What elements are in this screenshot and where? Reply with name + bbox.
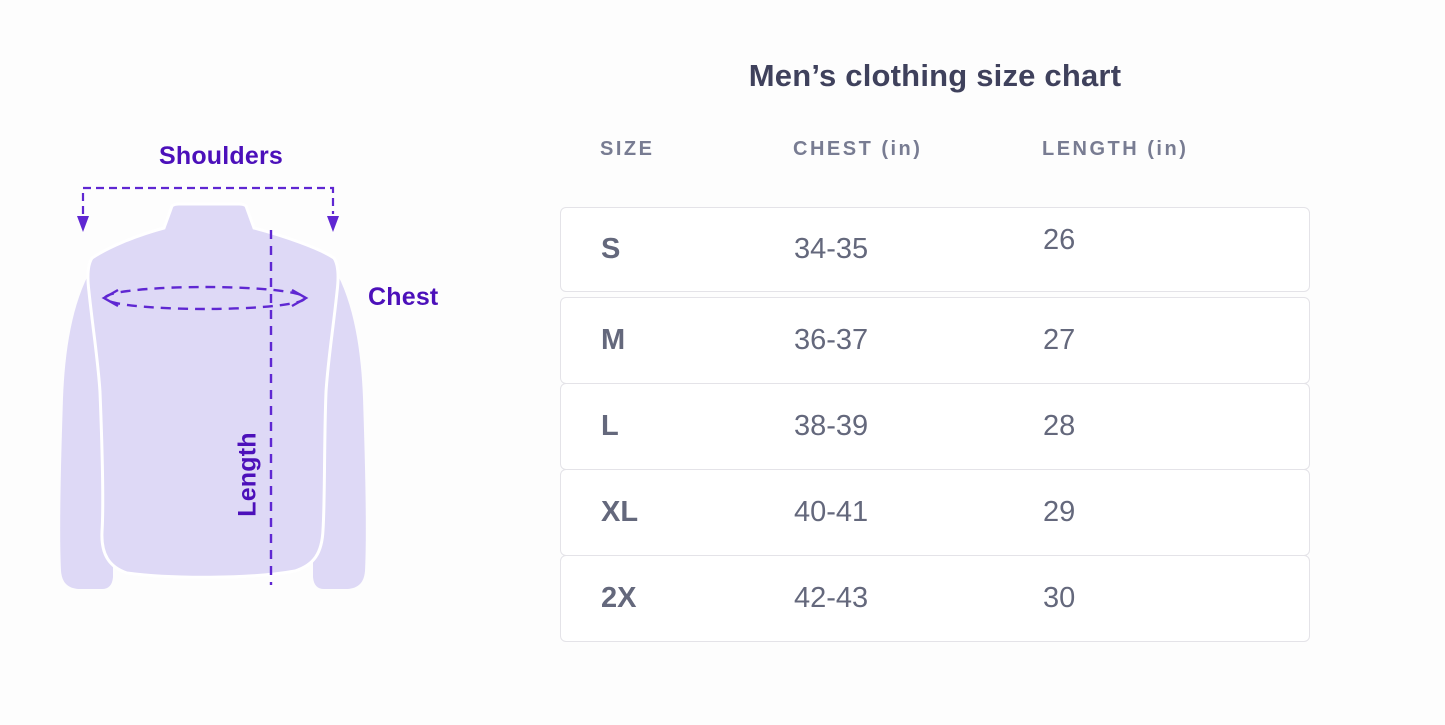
length-cell: 28 bbox=[1043, 410, 1076, 442]
column-header-length: LENGTH (in) bbox=[1042, 138, 1189, 160]
size-cell: L bbox=[601, 410, 619, 442]
column-header-chest: CHEST (in) bbox=[793, 138, 923, 160]
chest-cell: 34-35 bbox=[794, 233, 869, 265]
chest-label: Chest bbox=[368, 283, 439, 311]
chest-right-arrow-icon bbox=[291, 288, 309, 308]
chest-left-arrow-icon bbox=[101, 288, 119, 308]
length-cell: 30 bbox=[1043, 582, 1076, 614]
size-cell: XL bbox=[601, 496, 639, 528]
chest-cell: 38-39 bbox=[794, 410, 869, 442]
table-row: L 38-39 28 bbox=[560, 383, 1310, 470]
length-label: Length bbox=[233, 432, 262, 517]
size-cell: 2X bbox=[601, 582, 637, 614]
table-header: SIZE CHEST (in) LENGTH (in) bbox=[560, 138, 1310, 161]
table-row: M 36-37 27 bbox=[560, 297, 1310, 384]
table-row: 2X 42-43 30 bbox=[560, 555, 1310, 642]
page-title: Men’s clothing size chart bbox=[748, 58, 1122, 93]
shoulders-right-arrow-icon bbox=[327, 216, 339, 232]
shirt-body bbox=[86, 202, 340, 579]
chest-cell: 36-37 bbox=[794, 324, 869, 356]
table-row: XL 40-41 29 bbox=[560, 469, 1310, 556]
length-cell: 26 bbox=[1043, 224, 1076, 256]
chest-cell: 42-43 bbox=[794, 582, 869, 614]
size-table-body: S 34-35 26 M 36-37 27 L 38-39 28 XL 40-4… bbox=[560, 207, 1310, 642]
size-table-panel: Men’s clothing size chart SIZE CHEST (in… bbox=[560, 0, 1310, 725]
shirt-illustration bbox=[60, 186, 366, 589]
shoulders-measure-line bbox=[81, 186, 335, 214]
table-row: S 34-35 26 bbox=[560, 207, 1310, 292]
shoulders-label: Shoulders bbox=[158, 142, 284, 170]
size-cell: S bbox=[601, 233, 621, 265]
shoulders-left-arrow-icon bbox=[77, 216, 89, 232]
column-header-size: SIZE bbox=[600, 138, 655, 160]
chest-cell: 40-41 bbox=[794, 496, 869, 528]
size-cell: M bbox=[601, 324, 626, 356]
shirt-measurement-diagram: Shoulders Chest Length bbox=[40, 130, 510, 640]
length-cell: 27 bbox=[1043, 324, 1076, 356]
length-cell: 29 bbox=[1043, 496, 1076, 528]
